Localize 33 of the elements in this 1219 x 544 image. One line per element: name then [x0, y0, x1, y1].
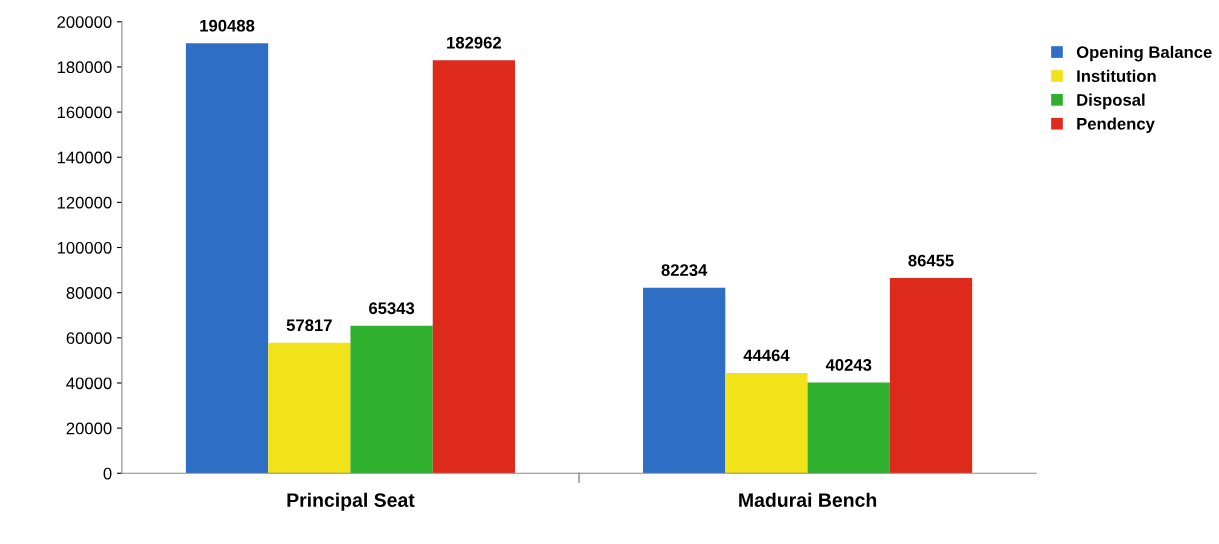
y-tick-label: 140000 [57, 151, 112, 164]
data-label: 57817 [286, 319, 332, 332]
y-tick-label: 160000 [57, 106, 112, 119]
bar [268, 342, 351, 474]
data-label: 82234 [661, 264, 708, 277]
legend-label: Opening Balance [1076, 45, 1212, 62]
y-tick-label: 200000 [57, 16, 112, 28]
legend-label: Institution [1077, 69, 1156, 82]
bar [725, 372, 808, 474]
bar [432, 60, 516, 474]
data-label: 44464 [743, 349, 790, 362]
bar [889, 278, 973, 474]
bar [643, 287, 726, 474]
y-tick-label: 120000 [57, 196, 112, 209]
data-label: 182962 [447, 36, 502, 49]
y-tick-label: 0 [103, 467, 112, 480]
y-tick-label: 40000 [66, 377, 112, 390]
x-tick-label: Principal Seat [287, 492, 415, 511]
data-label: 65343 [369, 302, 415, 315]
data-label: 40243 [825, 359, 872, 371]
y-tick-label: 60000 [66, 332, 112, 345]
y-tick-label: 180000 [57, 61, 112, 74]
data-label: 86455 [908, 254, 954, 267]
legend-label: Disposal [1077, 93, 1145, 110]
legend-label: Pendency [1077, 117, 1155, 134]
bar [185, 43, 269, 474]
y-tick-label: 80000 [66, 287, 112, 299]
y-tick-label: 20000 [66, 422, 112, 435]
x-tick-label: Madurai Bench [739, 492, 877, 508]
bar [807, 382, 890, 474]
bar [350, 325, 433, 474]
data-label: 190488 [200, 19, 255, 32]
y-tick-label: 100000 [57, 241, 112, 254]
